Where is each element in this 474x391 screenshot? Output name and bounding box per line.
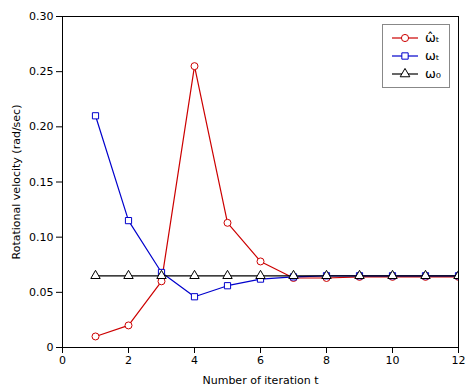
svg-text:0: 0 <box>47 341 54 354</box>
svg-text:4: 4 <box>191 354 198 367</box>
svg-text:0.05: 0.05 <box>29 286 54 299</box>
svg-text:0.15: 0.15 <box>29 176 54 189</box>
svg-text:Rotational velocity (rad/sec): Rotational velocity (rad/sec) <box>10 105 23 260</box>
svg-text:10: 10 <box>386 354 400 367</box>
svg-text:2: 2 <box>125 354 132 367</box>
svg-text:0.20: 0.20 <box>29 120 54 133</box>
svg-text:0.25: 0.25 <box>29 65 54 78</box>
svg-text:0.30: 0.30 <box>29 10 54 23</box>
svg-text:0.10: 0.10 <box>29 231 54 244</box>
html-text:ω̂ₜ: ω̂ₜ <box>424 30 440 45</box>
html-text:ωₜ: ωₜ <box>424 48 440 63</box>
svg-text:Number of iteration t: Number of iteration t <box>202 374 319 387</box>
svg-text:6: 6 <box>257 354 264 367</box>
svg-text:8: 8 <box>323 354 330 367</box>
svg-text:12: 12 <box>452 354 466 367</box>
svg-text:0: 0 <box>59 354 66 367</box>
html-text:ω₀: ω₀ <box>424 66 441 81</box>
